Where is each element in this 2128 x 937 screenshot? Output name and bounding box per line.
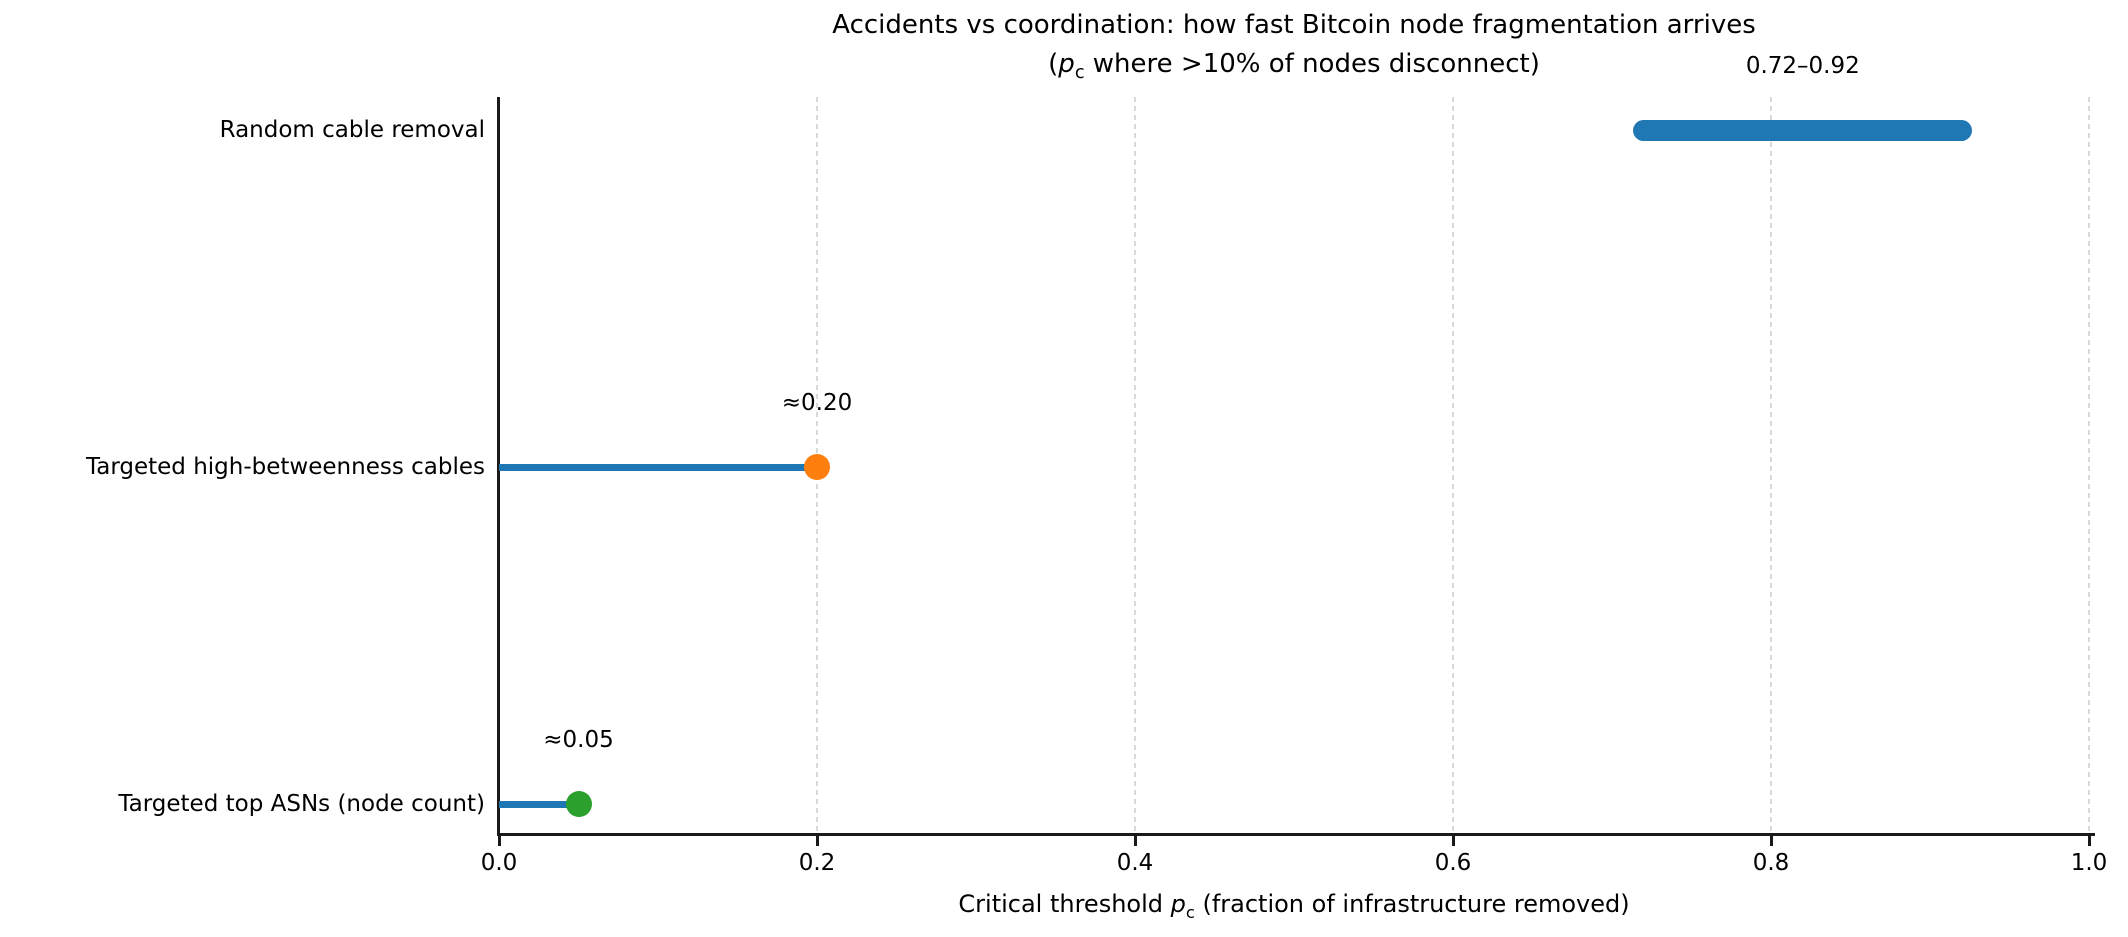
xlabel-p-variable: p: [1171, 890, 1186, 918]
stem-line: [499, 800, 579, 808]
category-label: Targeted high-betweenness cables: [86, 454, 485, 480]
x-tick-label: 0.0: [480, 850, 518, 876]
stem-line: [499, 463, 817, 471]
title-p-subscript: c: [1074, 63, 1085, 84]
title-p-variable: p: [1058, 49, 1075, 79]
x-axis-label: Critical threshold pc (fraction of infra…: [958, 890, 1629, 922]
x-tick-mark: [2087, 836, 2091, 846]
x-tick-label: 0.2: [798, 850, 836, 876]
x-tick-mark: [1451, 836, 1455, 846]
value-annotation: 0.72–0.92: [1745, 53, 1860, 79]
lollipop-marker: [565, 791, 592, 817]
y-axis-spine: [497, 97, 500, 836]
gridline-x: [2088, 97, 2090, 833]
x-tick-mark: [815, 836, 819, 846]
figure-title-line1: Accidents vs coordination: how fast Bitc…: [832, 10, 1756, 40]
x-tick-label: 0.6: [1434, 850, 1472, 876]
x-tick-mark: [497, 836, 501, 846]
xlabel-post: (fraction of infrastructure removed): [1194, 890, 1630, 918]
xlabel-p-char: p: [1170, 890, 1186, 918]
title-line2-post: where >10% of nodes disconnect): [1084, 49, 1540, 79]
title-p-char: p: [1058, 49, 1075, 79]
category-label: Targeted top ASNs (node count): [118, 791, 485, 817]
figure-title: Accidents vs coordination: how fast Bitc…: [832, 6, 1756, 93]
x-tick-mark: [1133, 836, 1137, 846]
x-tick-label: 0.8: [1752, 850, 1790, 876]
figure-title-line2: (pc where >10% of nodes disconnect): [832, 45, 1756, 93]
value-annotation: ≈0.20: [781, 390, 853, 416]
x-tick-label: 1.0: [2070, 850, 2108, 876]
x-tick-mark: [1769, 836, 1773, 846]
gridline-x: [1452, 97, 1454, 833]
range-bar: [1633, 119, 1973, 141]
x-tick-label: 0.4: [1116, 850, 1154, 876]
xlabel-p-subscript: c: [1185, 902, 1195, 922]
gridline-x: [1134, 97, 1136, 833]
x-axis-spine: [497, 833, 2095, 836]
title-line2-pre: (: [1048, 49, 1059, 79]
lollipop-marker: [804, 454, 830, 480]
gridline-x: [1770, 97, 1772, 833]
category-label: Random cable removal: [219, 117, 485, 143]
value-annotation: ≈0.05: [543, 727, 614, 753]
xlabel-pre: Critical threshold: [958, 890, 1171, 918]
